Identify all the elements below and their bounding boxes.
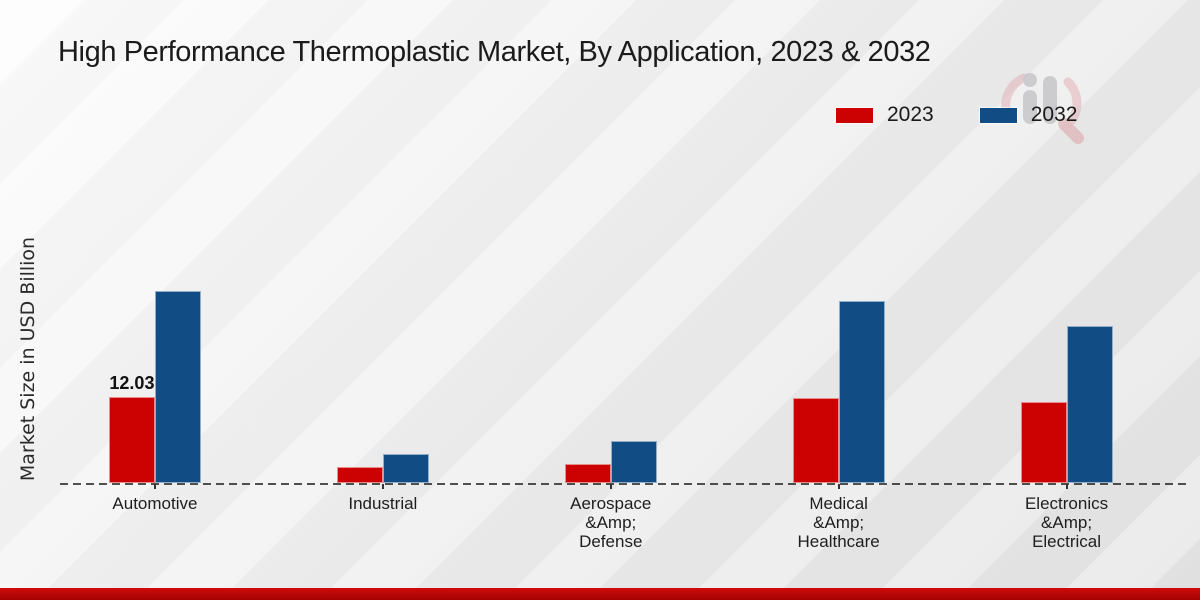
bar-2023-cat0: [108, 396, 155, 483]
magnifier-icon: [1001, 73, 1084, 144]
legend-label: 2032: [1030, 103, 1078, 126]
footer-accent-band: [0, 588, 1200, 600]
bar-2032-cat2: [610, 440, 657, 483]
watermark-logo: [1001, 73, 1084, 144]
chart-title: High Performance Thermoplastic Market, B…: [58, 36, 931, 68]
legend-label: 2023: [887, 103, 934, 126]
chart-legend: 2023 2032: [836, 103, 1077, 127]
category-label: Medical &Amp; Healthcare: [797, 494, 880, 551]
x-axis-tick: [609, 484, 612, 489]
category-label: Electronics &Amp; Electrical: [1024, 494, 1109, 551]
bar-2032-cat0: [154, 291, 201, 483]
x-axis-tick: [381, 484, 384, 489]
category-label: Automotive: [112, 494, 198, 513]
bar-2032-cat3: [838, 301, 885, 483]
bar-2023-cat2: [564, 463, 611, 483]
x-axis-tick: [837, 484, 840, 489]
bar-2032-cat4: [1066, 326, 1113, 483]
x-axis-tick: [1065, 484, 1068, 489]
category-label: Aerospace &Amp; Defense: [570, 494, 652, 551]
legend-item-2023: 2023: [836, 103, 934, 127]
category-label: Industrial: [348, 494, 418, 513]
bar-value-label: 12.03: [109, 372, 155, 393]
bar-2023-cat3: [792, 397, 839, 483]
bar-2032-cat1: [382, 453, 429, 483]
legend-swatch-icon: [979, 107, 1017, 123]
x-axis-baseline: [60, 483, 1188, 485]
bars-glyph: [1023, 73, 1057, 124]
bar-2023-cat1: [336, 466, 383, 483]
legend-item-2032: 2032: [979, 103, 1078, 127]
legend-swatch-icon: [836, 107, 873, 123]
x-axis-tick: [153, 484, 156, 489]
bar-2023-cat4: [1020, 402, 1067, 483]
y-axis-label: Market Size in USD Billion: [17, 236, 39, 482]
